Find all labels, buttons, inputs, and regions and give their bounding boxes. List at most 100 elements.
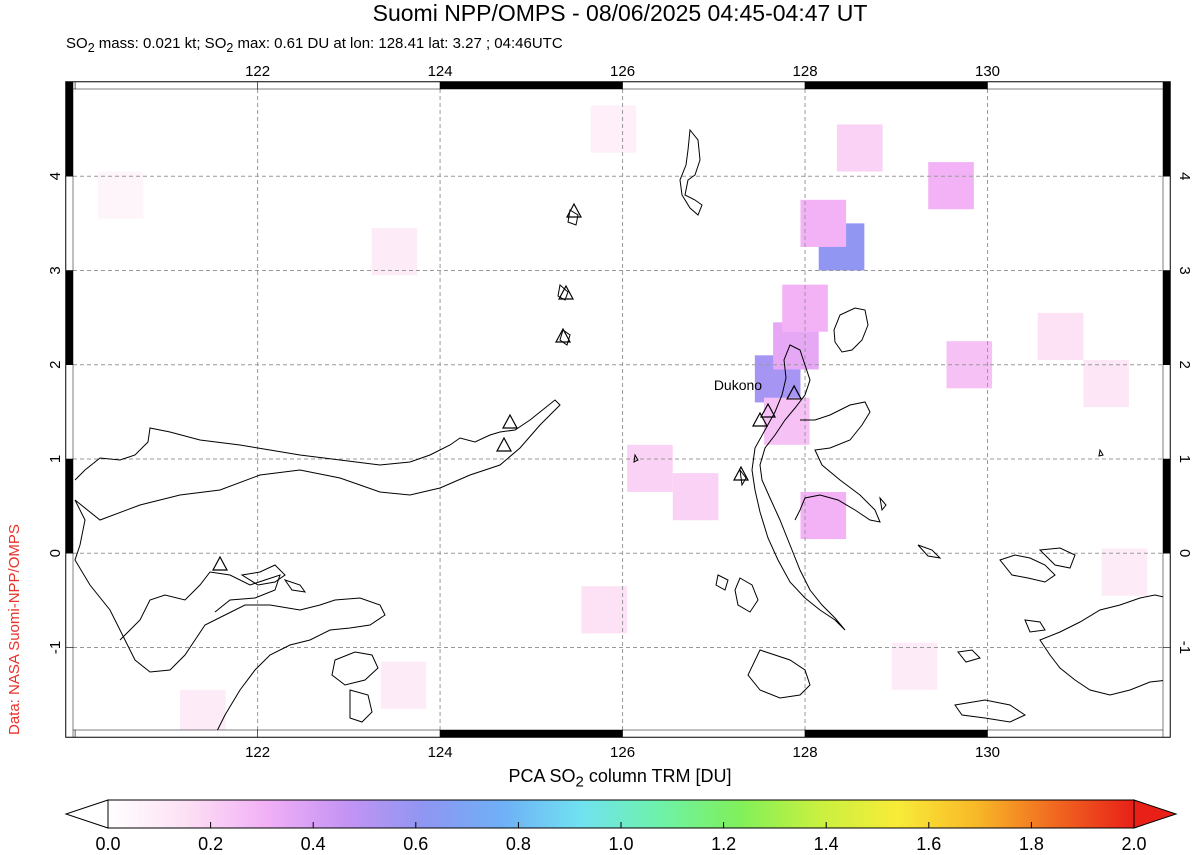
frame-band-left [65,364,74,460]
colorbar-tick-label: 1.6 [916,834,941,854]
colorbar-tick-label: 0.8 [506,834,531,854]
lon-tick-label-bottom: 130 [975,744,1000,760]
colorbar-outline [107,799,1135,829]
colorbar-title: PCA SO2 column TRM [DU] [0,766,1200,791]
frame-band-right [1162,458,1171,554]
coastline-halmahera-east [794,401,881,523]
lat-tick-label-right: 2 [1176,361,1193,369]
lat-tick-label-right: -1 [1176,641,1193,654]
coastline-raja-ampat [999,547,1076,633]
frame-band-top [622,81,806,90]
frame-band-right [1162,175,1171,271]
colorbar-title-prefix: PCA SO [508,766,576,786]
frame-band-left [65,647,74,738]
colorbar-title-sub: 2 [575,773,584,791]
dukono-volcano-icon [786,384,803,400]
frame-band-right [1162,552,1171,648]
colorbar-title-suffix: column TRM [DU] [583,766,732,786]
subtitle-mass-prefix: SO [66,35,88,52]
coastline-talaud-islands [679,128,703,216]
coastline-peleng-islands [240,564,307,593]
frame-band-left [65,458,74,554]
so2-cell [581,586,628,634]
volcano-icon [759,402,777,418]
so2-cell [836,124,883,172]
coastline-obi-islands [747,649,811,699]
coastline-sangihe-islands [557,209,579,346]
subtitle-mass-text: mass: 0.021 kt; SO [94,35,227,52]
lon-tick-label-top: 124 [428,63,453,80]
so2-cell [97,171,144,219]
so2-cell [800,491,847,540]
frame-band-top [987,81,1171,90]
so2-cell [627,444,673,492]
colorbar-tick-label: 0.6 [403,834,428,854]
lon-tick-label-bottom: 122 [245,744,270,760]
frame-band-left [65,81,74,177]
frame-band-right [1162,81,1171,177]
so2-cell [1037,312,1084,361]
so2-cell [380,661,427,709]
volcano-icon [211,555,229,571]
colorbar-tick-label: 1.2 [711,834,736,854]
lon-tick-label-top: 130 [975,63,1000,80]
colorbar-ticks: 0.0 0.2 0.4 0.6 0.8 1.0 1.2 1.4 1.6 1.8 2.0 [95,822,1147,854]
lat-tick-label-left: 2 [47,361,64,369]
frame-band-top [257,81,441,90]
frame-band-right [1162,364,1171,460]
coastline-sea-islets [633,448,1104,559]
lon-tick-label-bottom: 128 [793,744,818,760]
coastlines [74,128,1169,736]
colorbar-tick-label: 2.0 [1121,834,1146,854]
coastline-misool [954,649,1027,723]
coastline-sulawesi-north-arm [74,399,561,521]
frame-band-left [65,270,74,365]
lon-tick-label-top: 122 [245,63,270,80]
so2-cells [97,105,1148,737]
frame-band-left [65,552,74,648]
so2-cell [763,397,810,445]
coastline-morotai [833,307,869,353]
lat-tick-label-right: 1 [1176,455,1193,463]
coastline-sula-islands [331,651,379,723]
colorbar-max-arrow [1133,799,1178,829]
so2-cell [1101,548,1148,596]
graticule [66,82,1170,737]
frame-band-top [439,81,623,90]
so2-cell [800,199,847,247]
colorbar-tick-label: 0.2 [198,834,223,854]
frame-band-right [1162,647,1171,738]
lon-tick-label-top: 126 [610,63,635,80]
map-frame [65,81,1171,738]
lat-tick-label-right: 4 [1176,172,1193,180]
volcano-icon [565,202,583,218]
frame-band-bottom [74,729,258,738]
dukono-marker: Dukono [714,377,803,400]
frame-band-left [65,175,74,271]
lat-tick-label-left: 4 [47,172,64,180]
so2-cell [928,162,974,210]
so2-cell [672,473,719,521]
lat-tick-label-left: 1 [47,455,64,463]
subtitle: SO2 mass: 0.021 kt; SO2 max: 0.61 DU at … [66,35,563,57]
frame-band-bottom [804,729,988,738]
so2-cell [590,105,637,153]
colorbar-min-arrow [64,799,109,829]
coastline-halmahera [751,344,846,631]
frame-band-bottom [439,729,623,738]
subtitle-mass-sub: 2 [87,41,95,55]
subtitle-max-text: max: 0.61 DU at lon: 128.41 lat: 3.27 ; … [233,35,563,52]
frame-band-top [74,81,258,90]
lat-tick-label-left: 0 [47,549,64,557]
lon-tick-label-bottom: 126 [610,744,635,760]
volcano-icon [495,436,513,452]
lon-tick-label-top: 128 [793,63,818,80]
volcano-icon [732,465,750,481]
map-background [66,82,1170,737]
subtitle-max-sub: 2 [226,41,234,55]
map-title: Suomi NPP/OMPS - 08/06/2025 04:45-04:47 … [372,0,868,26]
volcano-icon [554,327,572,343]
frame-band-right [1162,270,1171,365]
tick-labels: 122 122 124 124 126 126 128 128 130 130 4 4 3 3 2 2 1 1 0 0… [47,63,1193,760]
frame-band-bottom [257,729,441,738]
